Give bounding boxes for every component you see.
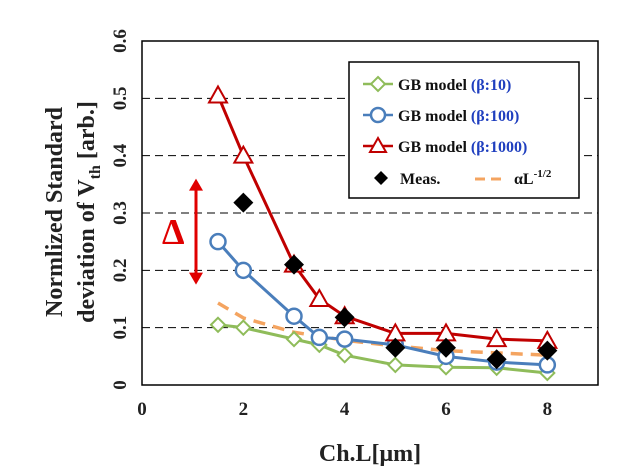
data-point bbox=[234, 319, 252, 337]
x-tick-label: 6 bbox=[441, 399, 451, 420]
y-tick-label: 0.4 bbox=[110, 143, 131, 167]
data-point bbox=[285, 330, 303, 348]
y-axis-title-line1: Normlized Standard bbox=[42, 106, 68, 317]
legend-marker-meas bbox=[374, 171, 388, 185]
y-tick-label: 0 bbox=[110, 380, 131, 390]
legend-label-beta10: GB model (β:10) bbox=[398, 77, 511, 94]
delta-label: Δ bbox=[162, 212, 185, 252]
legend-label-beta1000: GB model (β:1000) bbox=[398, 139, 527, 156]
y-tick-label: 0.6 bbox=[110, 29, 131, 53]
data-point bbox=[336, 346, 354, 364]
data-point bbox=[385, 337, 406, 358]
legend-label-fit: αL-1/2 bbox=[514, 168, 552, 188]
data-point bbox=[537, 340, 558, 361]
legend-marker-beta1000 bbox=[368, 135, 388, 153]
legend-label-beta100: GB model (β:100) bbox=[398, 108, 519, 125]
data-point bbox=[209, 316, 227, 334]
series-layer bbox=[207, 84, 559, 382]
y-tick-label: 0.1 bbox=[110, 316, 131, 340]
plot-frame bbox=[141, 40, 599, 386]
data-point bbox=[232, 144, 255, 164]
y-tick-label: 0.3 bbox=[110, 201, 131, 225]
series-diamond-filled bbox=[233, 192, 558, 370]
y-tick-label: 0.2 bbox=[110, 258, 131, 282]
data-point bbox=[285, 307, 303, 325]
data-point bbox=[233, 192, 254, 213]
data-point bbox=[207, 84, 229, 104]
x-tick-label: 2 bbox=[239, 399, 249, 420]
data-point bbox=[436, 337, 456, 358]
data-point bbox=[335, 330, 354, 348]
data-point bbox=[386, 356, 404, 374]
legend-entry-beta10: GB model (β:10) bbox=[363, 75, 511, 94]
data-point bbox=[234, 261, 253, 280]
legend-entry-fit: αL-1/2 bbox=[475, 168, 552, 188]
legend-label-meas: Meas. bbox=[400, 171, 440, 188]
legend: GB model (β:10) GB model (β:100) GB mode… bbox=[348, 61, 580, 199]
legend-marker-beta100 bbox=[369, 106, 387, 124]
delta-arrow-head-bottom bbox=[189, 272, 203, 285]
legend-entry-beta1000: GB model (β:1000) bbox=[363, 135, 527, 156]
y-axis-title-line2: deviation of Vth [arb.] bbox=[74, 101, 104, 323]
series-circle-open bbox=[209, 232, 557, 374]
x-tick-label: 4 bbox=[340, 399, 350, 420]
data-point bbox=[284, 254, 304, 275]
legend-marker-beta10 bbox=[369, 75, 387, 93]
data-point bbox=[308, 287, 331, 307]
data-point bbox=[209, 232, 227, 251]
data-point bbox=[310, 328, 329, 347]
delta-annotation: Δ bbox=[162, 178, 203, 285]
series-diamond-open bbox=[209, 316, 556, 382]
data-point bbox=[486, 349, 507, 370]
x-tick-label: 0 bbox=[137, 399, 147, 420]
x-tick-labels: 0 2 4 6 8 bbox=[137, 399, 552, 420]
delta-arrow-head-top bbox=[189, 178, 203, 191]
y-axis-title: Normlized Standard deviation of Vth [arb… bbox=[42, 101, 104, 323]
x-axis-title: Ch.L[μm] bbox=[319, 441, 421, 467]
legend-entry-beta100: GB model (β:100) bbox=[363, 106, 519, 125]
y-tick-label: 0.5 bbox=[110, 86, 131, 110]
x-tick-label: 8 bbox=[543, 399, 553, 420]
y-tick-labels: 0 0.1 0.2 0.3 0.4 0.5 0.6 bbox=[110, 29, 131, 390]
data-point bbox=[485, 328, 508, 348]
data-point bbox=[334, 307, 355, 328]
legend-entry-meas: Meas. bbox=[374, 171, 440, 188]
